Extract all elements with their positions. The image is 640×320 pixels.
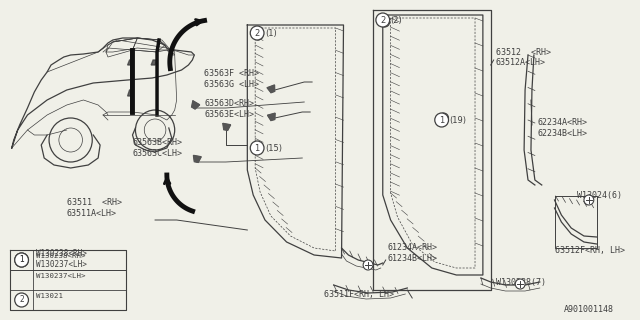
Text: (2): (2) (390, 15, 403, 25)
Text: (1): (1) (265, 28, 276, 37)
Text: W13024(6): W13024(6) (577, 191, 622, 200)
Polygon shape (268, 113, 275, 121)
Text: W13021: W13021 (36, 293, 63, 299)
Circle shape (15, 253, 28, 267)
Text: 63563F <RH>: 63563F <RH> (204, 69, 259, 78)
Text: 1: 1 (439, 116, 444, 124)
Text: 1: 1 (255, 143, 260, 153)
Circle shape (363, 260, 373, 270)
Circle shape (253, 143, 263, 153)
Text: (15): (15) (265, 143, 282, 153)
Text: 63563G <LH>: 63563G <LH> (204, 80, 259, 89)
Text: 62234B<LH>: 62234B<LH> (538, 129, 588, 138)
Text: 63563B<RH>: 63563B<RH> (132, 138, 182, 147)
Text: 2: 2 (19, 295, 24, 305)
Circle shape (438, 113, 449, 123)
Circle shape (435, 113, 449, 127)
Text: 62234A<RH>: 62234A<RH> (538, 118, 588, 127)
Text: 63512  <RH>: 63512 <RH> (495, 48, 550, 57)
Text: 63563C<LH>: 63563C<LH> (132, 149, 182, 158)
Text: 63511F<RH, LH>: 63511F<RH, LH> (324, 290, 394, 299)
Text: (19): (19) (449, 116, 467, 124)
Text: 1: 1 (19, 255, 24, 265)
Circle shape (15, 253, 28, 267)
Text: 63512A<LH>: 63512A<LH> (495, 58, 546, 67)
Circle shape (253, 30, 263, 40)
Text: 1: 1 (19, 255, 24, 265)
Text: W130238<RH>: W130238<RH> (36, 249, 87, 258)
Text: 63511A<LH>: 63511A<LH> (67, 209, 116, 218)
Polygon shape (127, 90, 134, 96)
Polygon shape (223, 124, 230, 130)
Polygon shape (267, 85, 275, 93)
Text: W130237<LH>: W130237<LH> (36, 260, 87, 269)
Circle shape (584, 195, 594, 205)
Text: 61234A<RH>: 61234A<RH> (388, 243, 438, 252)
Text: 2: 2 (380, 15, 385, 25)
Text: W130238(7): W130238(7) (495, 278, 546, 287)
Text: 61234B<LH>: 61234B<LH> (388, 254, 438, 263)
Circle shape (250, 141, 264, 155)
Text: 63563D<RH>: 63563D<RH> (204, 99, 254, 108)
Circle shape (15, 293, 28, 307)
Polygon shape (191, 101, 200, 109)
Polygon shape (151, 60, 157, 65)
Text: 63511  <RH>: 63511 <RH> (67, 198, 122, 207)
Polygon shape (127, 60, 134, 65)
Text: A901001148: A901001148 (563, 305, 613, 314)
Circle shape (515, 279, 525, 289)
Text: 2: 2 (255, 28, 260, 37)
Circle shape (380, 17, 390, 27)
Text: 63512F<RH, LH>: 63512F<RH, LH> (554, 246, 625, 255)
Circle shape (250, 26, 264, 40)
Text: 63563E<LH>: 63563E<LH> (204, 110, 254, 119)
Circle shape (376, 13, 390, 27)
Text: W130237<LH>: W130237<LH> (36, 273, 86, 279)
Text: W130238<RH>: W130238<RH> (36, 253, 86, 259)
Polygon shape (193, 156, 201, 162)
